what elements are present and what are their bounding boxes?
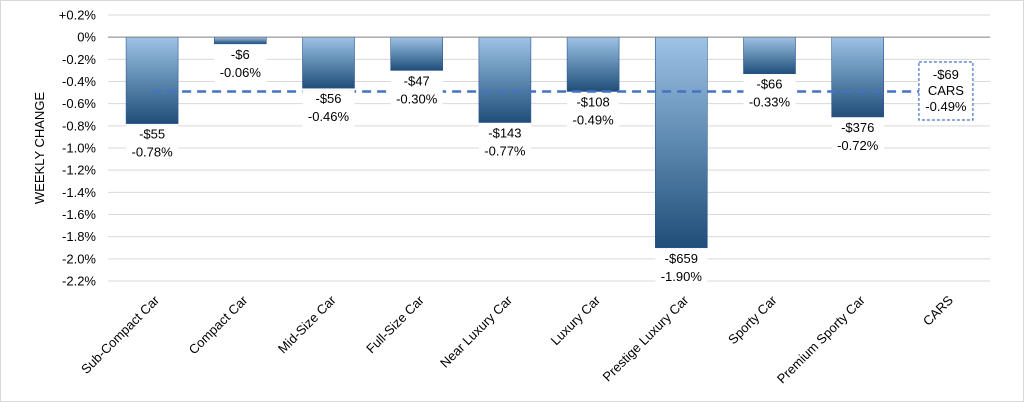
- data-label-dollar: -$376: [841, 120, 874, 135]
- data-label-dollar: -$55: [139, 127, 165, 142]
- data-label-bg: [567, 93, 620, 131]
- y-tick-label: -1.0%: [62, 141, 96, 156]
- data-label-bg: [831, 118, 884, 156]
- data-label-dollar: -$143: [488, 126, 521, 141]
- bar-premium-sporty-car: [831, 36, 885, 118]
- bar-sporty-car: [743, 36, 796, 75]
- data-label-percent: -0.49%: [572, 112, 614, 127]
- y-tick-label: -0.6%: [62, 96, 96, 111]
- bar-sub-compact-car: [125, 36, 179, 124]
- bar-near-luxury-car: [478, 36, 532, 123]
- data-label-dollar: -$659: [665, 251, 698, 266]
- data-label-percent: -0.72%: [837, 138, 879, 153]
- data-label-bg: [743, 75, 796, 113]
- data-labels: -$55 -0.78% -$6 -0.06% -$56 -0.46% -$47 -0.30% -…: [126, 45, 974, 287]
- data-label-percent: -1.90%: [661, 269, 703, 284]
- average-label-box: [918, 61, 974, 121]
- data-label-percent: -0.33%: [749, 95, 791, 110]
- y-tick-label: -0.4%: [62, 74, 96, 89]
- data-label-bg: [214, 45, 267, 83]
- y-tick-label: 0%: [77, 30, 96, 45]
- y-tick-label: +0.2%: [59, 8, 97, 23]
- bars: [125, 36, 885, 249]
- y-tick-label: -1.2%: [62, 163, 96, 178]
- bar-compact-car: [214, 36, 267, 45]
- data-label-dollar: -$47: [404, 73, 430, 88]
- data-label-percent: -0.46%: [308, 109, 350, 124]
- y-tick-label: -1.6%: [62, 207, 96, 222]
- data-label-bg: [126, 125, 179, 163]
- y-tick-label: -1.4%: [62, 185, 96, 200]
- data-label-percent: -0.30%: [396, 91, 438, 106]
- data-label-percent: -0.77%: [484, 144, 526, 159]
- average-label-dollar: -$69: [933, 67, 959, 82]
- data-label-dollar: -$56: [315, 91, 341, 106]
- bar-prestige-luxury-car: [654, 36, 708, 249]
- bar-luxury-car: [566, 36, 620, 92]
- y-tick-label: -2.2%: [62, 274, 96, 289]
- y-axis-label: WEEKLY CHANGE: [32, 92, 47, 205]
- data-label-bg: [478, 124, 531, 162]
- data-label-dollar: -$108: [576, 94, 609, 109]
- data-label-bg: [390, 72, 443, 110]
- average-label-name: CARS: [928, 83, 964, 98]
- data-label-percent: -0.06%: [220, 65, 262, 80]
- data-label-dollar: -$66: [756, 77, 782, 92]
- bar-mid-size-car: [302, 36, 355, 89]
- y-tick-label: -1.8%: [62, 229, 96, 244]
- data-label-percent: -0.78%: [131, 145, 173, 160]
- bar-full-size-car: [390, 36, 444, 71]
- y-tick-label: -0.2%: [62, 52, 96, 67]
- average-label-percent: -0.49%: [925, 99, 967, 114]
- data-label-dollar: -$6: [231, 47, 250, 62]
- data-label-bg: [655, 249, 708, 287]
- data-label-bg: [302, 90, 355, 128]
- y-tick-label: -2.0%: [62, 251, 96, 266]
- y-tick-label: -0.8%: [62, 118, 96, 133]
